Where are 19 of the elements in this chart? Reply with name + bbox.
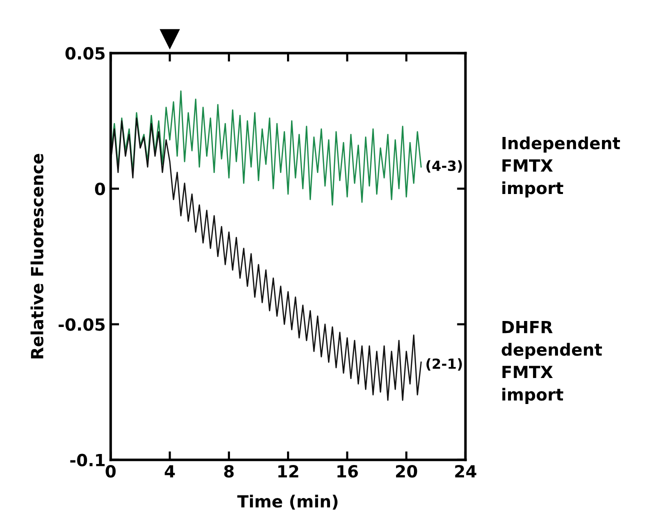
text: DHFR dependent FMTX import	[502, 320, 602, 404]
x-tick-label: 16	[337, 465, 358, 478]
x-tick-label: 24	[455, 465, 476, 478]
line-series	[110, 90, 422, 206]
y-axis-title: Relative Fluorescence	[30, 154, 44, 358]
y-tick-label: 0.05	[65, 47, 105, 60]
x-tick-label: 12	[278, 465, 298, 478]
x-tick-label: 0	[106, 465, 116, 478]
y-tick-label: 0	[95, 182, 106, 196]
x-tick-label: 8	[224, 465, 234, 478]
y-tick-label: -0.1	[70, 454, 105, 466]
annotation: (2-1)	[426, 358, 462, 371]
annotation: (4-3)	[426, 160, 462, 173]
x-axis-title: Time (min)	[237, 494, 338, 510]
line-series	[110, 118, 422, 401]
x-tick-label: 20	[396, 465, 418, 478]
x-tick-label: 4	[164, 465, 175, 478]
text: Independent FMTX import	[502, 136, 620, 198]
y-tick-label: -0.05	[58, 318, 105, 331]
